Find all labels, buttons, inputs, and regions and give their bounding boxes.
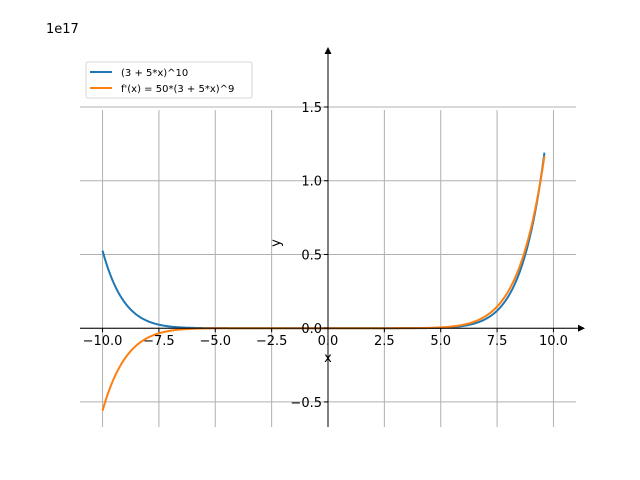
x-tick-label: −10.0: [83, 334, 123, 349]
axes: [80, 47, 585, 427]
series-line-1: [101, 152, 546, 330]
x-tick-label: −7.5: [143, 334, 175, 349]
y-tick-label: 0.0: [301, 322, 322, 337]
series-layer: [101, 152, 546, 411]
x-tick-label: −5.0: [199, 334, 231, 349]
x-tick-label: 0.0: [318, 334, 339, 349]
y-scale-label: 1e17: [46, 22, 79, 37]
x-tick-labels: −10.0 −7.5 −5.0 −2.5 0.0 2.5 5.0 7.5 10.0: [83, 334, 568, 349]
y-axis-label: y: [269, 239, 284, 247]
legend-label-series-1: (3 + 5*x)^10: [121, 68, 188, 79]
x-tick-label: 7.5: [487, 334, 508, 349]
legend-box: [85, 61, 253, 99]
x-axis-arrow: [578, 324, 585, 332]
x-axis-label: x: [324, 351, 332, 366]
y-tick-label: 0.5: [301, 248, 322, 263]
legend: (3 + 5*x)^10 f'(x) = 50*(3 + 5*x)^9: [85, 61, 253, 99]
series-line-2: [101, 155, 546, 411]
y-axis-arrow: [324, 47, 332, 54]
x-tick-label: 10.0: [539, 334, 568, 349]
y-tick-label: 1.0: [301, 175, 322, 190]
y-tick-label: 1.5: [301, 101, 322, 116]
x-tick-label: 2.5: [374, 334, 395, 349]
y-tick-label: −0.5: [290, 396, 322, 411]
x-tick-label: 5.0: [430, 334, 451, 349]
y-tick-labels: −0.5 0.0 0.5 1.0 1.5: [290, 101, 322, 411]
x-tick-label: −2.5: [256, 334, 288, 349]
legend-label-series-2: f'(x) = 50*(3 + 5*x)^9: [121, 84, 234, 95]
